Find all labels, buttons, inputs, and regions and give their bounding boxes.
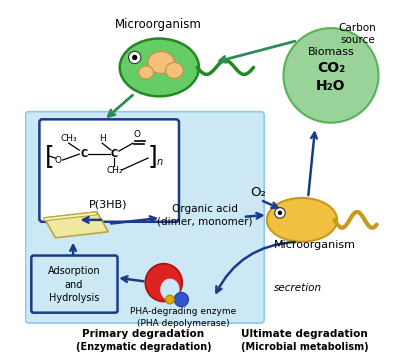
Ellipse shape: [120, 39, 199, 96]
Text: PHA-degrading enzyme
(PHA depolymerase): PHA-degrading enzyme (PHA depolymerase): [130, 308, 236, 328]
Text: (Microbial metabolism): (Microbial metabolism): [241, 343, 368, 352]
Text: [: [: [44, 144, 54, 168]
Text: P(3HB): P(3HB): [89, 200, 128, 210]
Polygon shape: [44, 212, 108, 238]
Text: Microorganism: Microorganism: [274, 240, 356, 250]
Ellipse shape: [139, 66, 154, 79]
Text: O: O: [55, 155, 62, 165]
Ellipse shape: [148, 51, 174, 74]
Text: Ultimate degradation: Ultimate degradation: [241, 329, 368, 340]
FancyBboxPatch shape: [40, 119, 179, 222]
Text: Primary degradation: Primary degradation: [82, 329, 205, 340]
Text: Microorganism: Microorganism: [115, 18, 202, 31]
Text: C: C: [80, 149, 87, 159]
Circle shape: [129, 51, 141, 64]
Circle shape: [278, 211, 282, 215]
Circle shape: [174, 293, 188, 306]
Text: n: n: [156, 157, 162, 167]
Text: O: O: [134, 130, 141, 139]
Text: H: H: [99, 134, 105, 143]
FancyBboxPatch shape: [26, 112, 264, 323]
Text: Adsorption
and
Hydrolysis: Adsorption and Hydrolysis: [48, 266, 100, 303]
Circle shape: [166, 295, 174, 304]
Ellipse shape: [267, 198, 337, 242]
Ellipse shape: [166, 63, 183, 78]
Ellipse shape: [283, 28, 379, 123]
Text: Carbon
source: Carbon source: [339, 23, 376, 45]
Text: secretion: secretion: [274, 282, 322, 293]
Text: C: C: [111, 149, 118, 159]
Text: CH₃: CH₃: [61, 134, 77, 143]
Text: O₂: O₂: [250, 186, 266, 199]
Text: CH₂: CH₂: [106, 166, 123, 175]
Text: CO₂: CO₂: [317, 62, 345, 75]
Polygon shape: [44, 212, 97, 221]
Circle shape: [275, 207, 285, 218]
Ellipse shape: [160, 278, 180, 301]
Text: Biomass: Biomass: [308, 47, 354, 58]
FancyBboxPatch shape: [31, 256, 117, 313]
Text: (Enzymatic degradation): (Enzymatic degradation): [76, 343, 211, 352]
Circle shape: [132, 55, 137, 60]
Text: ]: ]: [147, 144, 157, 168]
Text: Organic acid
(dimer, monomer): Organic acid (dimer, monomer): [157, 204, 253, 226]
Ellipse shape: [145, 264, 182, 301]
Text: H₂O: H₂O: [316, 79, 346, 94]
